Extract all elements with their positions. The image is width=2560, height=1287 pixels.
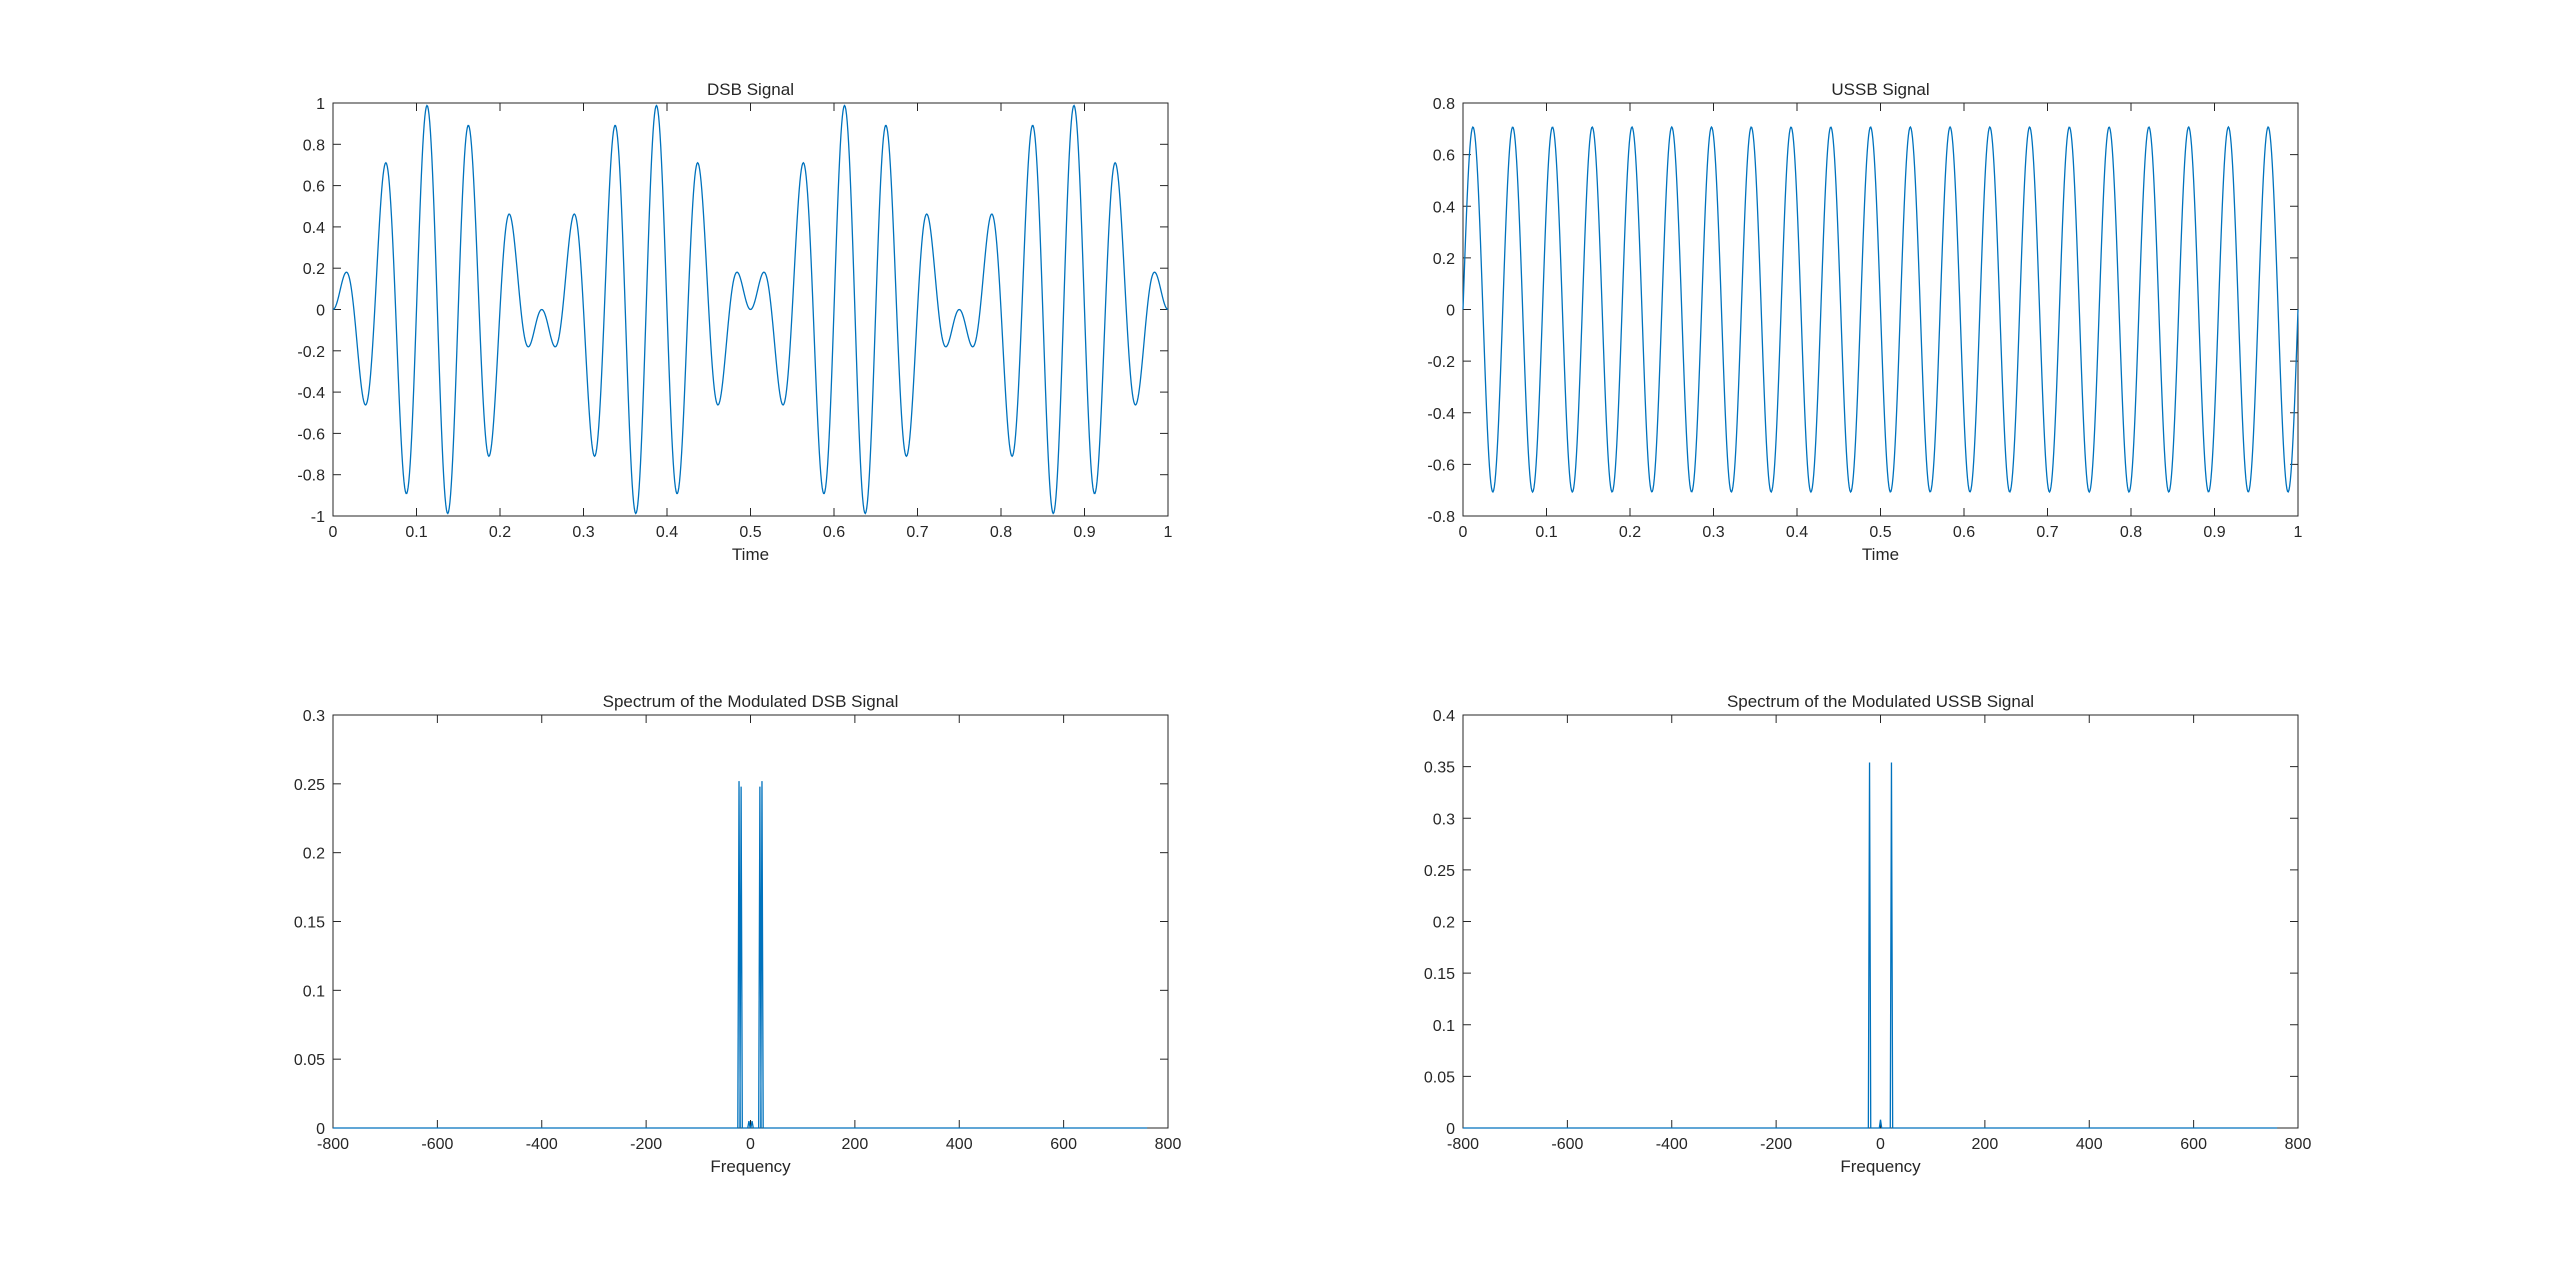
y-tick-label: 0.25 [1424, 863, 1455, 880]
x-tick-label: -600 [421, 1136, 453, 1153]
y-tick-label: 0.4 [303, 220, 325, 237]
x-tick-label: 600 [1050, 1136, 1077, 1153]
x-tick-label: 800 [1155, 1136, 1182, 1153]
subplot-2: 0 0.1 0.2 0.3 0.4 0.5 0.6 0.7 0.8 0.9 1 -0.8 -0.6 -0.… [1427, 80, 2302, 564]
x-tick-label: 0.1 [405, 524, 427, 541]
y-tick-label: 0.05 [1424, 1069, 1455, 1086]
x-tick-label: 0.9 [2203, 524, 2225, 541]
plot-area [1462, 714, 2299, 1129]
x-tick-label: 0.2 [1619, 524, 1641, 541]
series-line [332, 104, 1169, 515]
x-tick-label: 0.8 [2120, 524, 2142, 541]
y-tick-label: 0.2 [1433, 251, 1455, 268]
x-tick-label: 0.1 [1535, 524, 1557, 541]
subplot-3: -800 -600 -400 -200 0 200 400 600 800 0 0.05 0.1 0.1… [294, 692, 1182, 1176]
x-tick-label: 200 [1972, 1136, 1999, 1153]
x-tick-label: 0.9 [1073, 524, 1095, 541]
x-tick-label: 200 [842, 1136, 869, 1153]
x-tick-label: 0.4 [656, 524, 678, 541]
x-tick-label: 0.2 [489, 524, 511, 541]
x-tick-label: -800 [317, 1136, 349, 1153]
y-tick-label: -0.6 [297, 426, 325, 443]
x-tick-label: 0.3 [1702, 524, 1724, 541]
chart-title: Spectrum of the Modulated DSB Signal [603, 692, 899, 711]
y-tick-label: 0.4 [1433, 708, 1455, 725]
x-tick-label: 0 [329, 524, 338, 541]
x-tick-label: 1 [1164, 524, 1173, 541]
series-line [1463, 762, 2278, 1129]
x-tick-label: -600 [1551, 1136, 1583, 1153]
x-tick-label: 400 [946, 1136, 973, 1153]
x-tick-label: 0.5 [1869, 524, 1891, 541]
x-tick-label: 1 [2294, 524, 2303, 541]
y-tick-label: 0.05 [294, 1052, 325, 1069]
y-tick-label: 0.4 [1433, 199, 1455, 216]
y-tick-label: 0.15 [1424, 966, 1455, 983]
subplot-1: 0 0.1 0.2 0.3 0.4 0.5 0.6 0.7 0.8 0.9 1 -1 -0.8 -0.6 -… [297, 80, 1172, 564]
x-tick-label: 0 [1876, 1136, 1885, 1153]
x-tick-label: 0.5 [739, 524, 761, 541]
x-tick-label: -400 [1656, 1136, 1688, 1153]
x-tick-label: 0.4 [1786, 524, 1808, 541]
y-tick-label: 0.8 [303, 137, 325, 154]
y-tick-label: 0 [316, 303, 325, 320]
y-tick-label: 0.25 [294, 777, 325, 794]
chart-title: DSB Signal [707, 80, 794, 99]
y-tick-label: 0 [1446, 1121, 1455, 1138]
x-tick-label: -200 [1760, 1136, 1792, 1153]
x-tick-label: 0.3 [572, 524, 594, 541]
y-tick-label: 0.15 [294, 915, 325, 932]
x-tick-label: 400 [2076, 1136, 2103, 1153]
x-axis-label: Frequency [710, 1157, 791, 1176]
y-tick-label: 0.2 [1433, 915, 1455, 932]
y-tick-label: -0.6 [1427, 457, 1455, 474]
y-tick-label: 0.8 [1433, 96, 1455, 113]
series-line [1462, 125, 2299, 494]
x-axis-label: Frequency [1840, 1157, 1921, 1176]
x-axis-label: Time [732, 545, 769, 564]
x-tick-label: 0.6 [823, 524, 845, 541]
x-tick-label: -200 [630, 1136, 662, 1153]
x-tick-label: 800 [2285, 1136, 2312, 1153]
x-tick-label: 600 [2180, 1136, 2207, 1153]
y-tick-label: 0.3 [303, 708, 325, 725]
y-tick-label: 1 [316, 96, 325, 113]
x-axis-label: Time [1862, 545, 1899, 564]
y-tick-label: -0.2 [297, 344, 325, 361]
chart-title: USSB Signal [1831, 80, 1929, 99]
y-tick-label: -0.4 [297, 385, 325, 402]
series-line [333, 781, 1148, 1129]
x-tick-label: 0.6 [1953, 524, 1975, 541]
subplot-4: -800 -600 -400 -200 0 200 400 600 800 0 0.05 0.1 0.1… [1424, 692, 2312, 1176]
x-tick-label: 0 [746, 1136, 755, 1153]
x-tick-label: 0 [1459, 524, 1468, 541]
x-tick-label: -800 [1447, 1136, 1479, 1153]
x-tick-label: -400 [526, 1136, 558, 1153]
y-tick-label: 0.2 [303, 261, 325, 278]
y-tick-label: -0.8 [1427, 509, 1455, 526]
y-tick-label: 0.1 [303, 983, 325, 1000]
y-tick-label: 0.1 [1433, 1018, 1455, 1035]
plot-area [332, 714, 1169, 1129]
x-tick-label: 0.8 [990, 524, 1012, 541]
y-tick-label: -1 [311, 509, 325, 526]
chart-title: Spectrum of the Modulated USSB Signal [1727, 692, 2034, 711]
y-tick-label: -0.4 [1427, 406, 1455, 423]
y-tick-label: 0.6 [1433, 148, 1455, 165]
y-tick-label: 0 [1446, 303, 1455, 320]
y-tick-label: 0.3 [1433, 811, 1455, 828]
y-tick-label: 0.35 [1424, 760, 1455, 777]
y-tick-label: 0 [316, 1121, 325, 1138]
y-tick-label: 0.2 [303, 846, 325, 863]
x-tick-label: 0.7 [906, 524, 928, 541]
y-tick-label: 0.6 [303, 179, 325, 196]
y-tick-label: -0.2 [1427, 354, 1455, 371]
y-tick-label: -0.8 [297, 468, 325, 485]
x-tick-label: 0.7 [2036, 524, 2058, 541]
